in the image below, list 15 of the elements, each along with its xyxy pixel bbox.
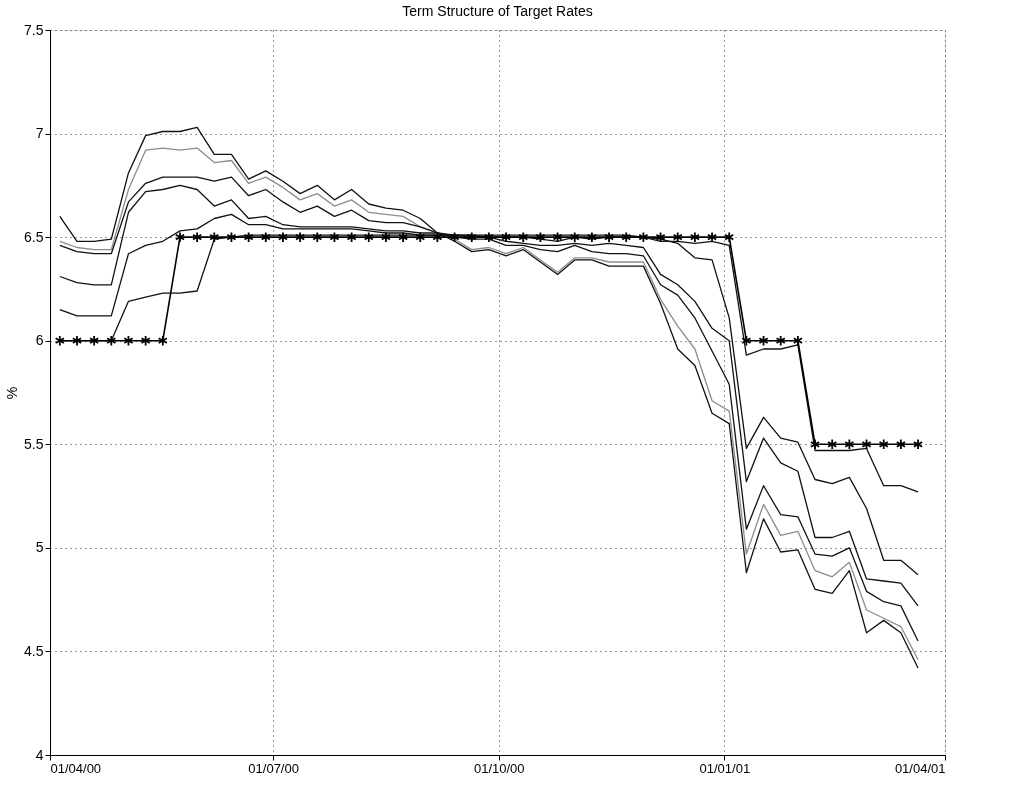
y-tick-label: 4.5 (24, 642, 44, 659)
x-tick-label: 01/07/00 (248, 760, 299, 776)
x-tick-label: 01/04/01 (894, 760, 946, 776)
y-tick-label: 7 (35, 125, 44, 142)
y-tick-label: 7.5 (24, 21, 44, 38)
y-tick-label: 4 (35, 746, 44, 763)
y-tick-label: 6 (35, 332, 44, 349)
y-tick-label: 6.5 (24, 228, 44, 245)
x-tick-label: 01/01/01 (699, 760, 751, 776)
y-axis-title: % (4, 386, 21, 400)
x-tick-label: 01/04/00 (50, 760, 102, 776)
chart-title: Term Structure of Target Rates (402, 3, 593, 19)
y-tick-label: 5 (35, 539, 44, 556)
x-tick-label: 01/10/00 (473, 760, 525, 776)
y-tick-label: 5.5 (24, 435, 44, 452)
